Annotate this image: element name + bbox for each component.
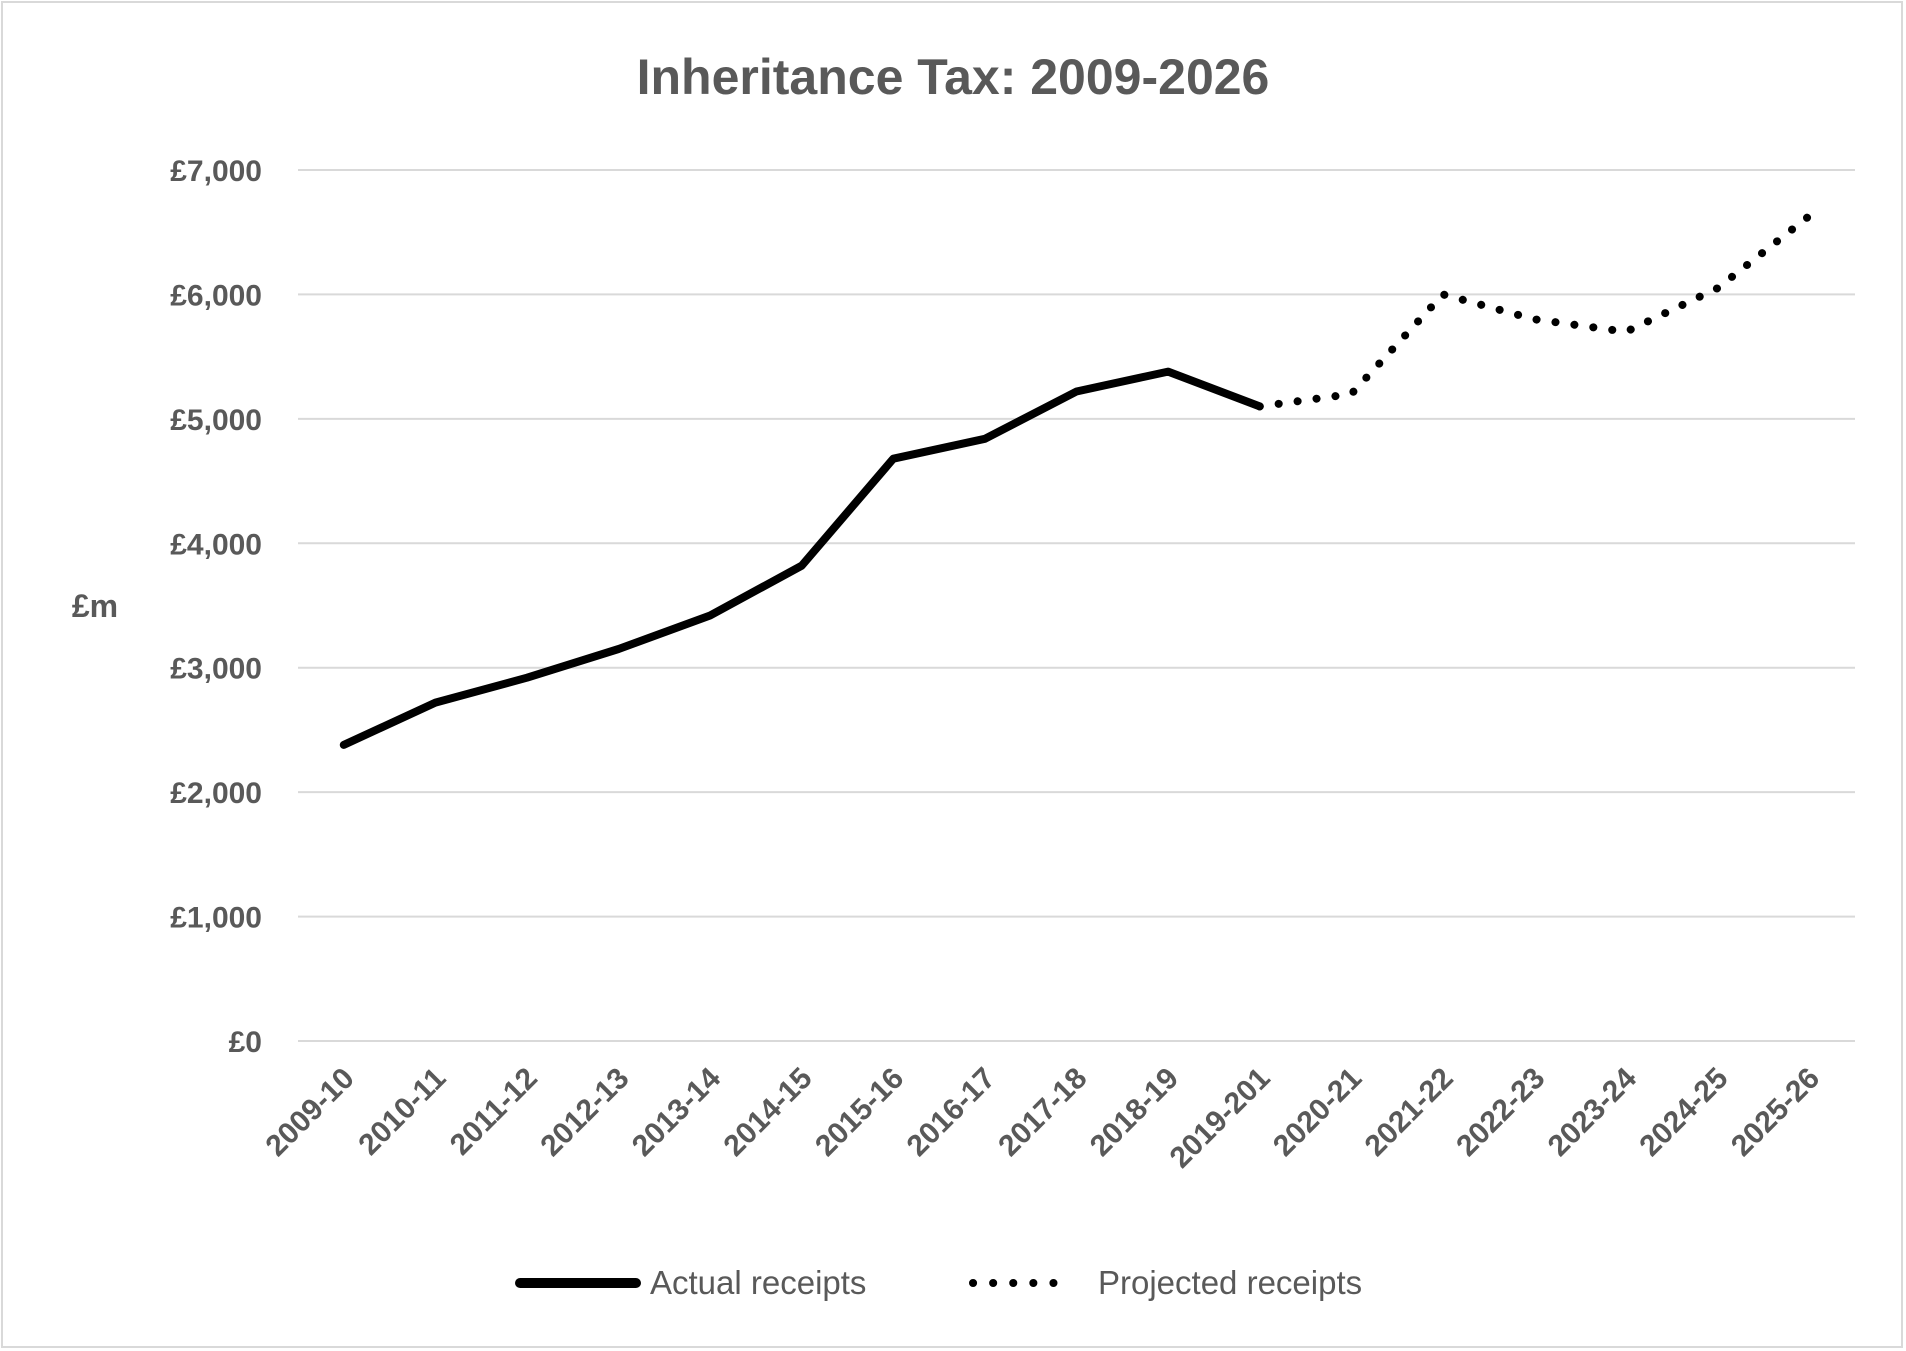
x-tick-label: 2016-17 [901, 1062, 1002, 1163]
x-tick-label: 2017-18 [992, 1062, 1093, 1163]
x-tick-label: 2021-22 [1359, 1062, 1460, 1163]
x-tick-label: 2015-16 [809, 1062, 910, 1163]
projected-receipts-line [1255, 212, 1814, 411]
y-tick-label: £5,000 [170, 404, 262, 437]
y-axis-ticks: £0 £1,000 £2,000 £3,000 £4,000 £5,000 £6,000 £7… [170, 155, 262, 1059]
x-tick-label: 2023-24 [1542, 1061, 1643, 1162]
x-tick-label: 2012-13 [534, 1062, 635, 1163]
x-tick-label: 2014-15 [717, 1062, 818, 1163]
legend: Actual receipts Projected receipts [515, 1264, 1362, 1301]
x-tick-label: 2020-21 [1267, 1062, 1368, 1163]
y-tick-label: £7,000 [170, 155, 262, 188]
y-tick-label: £0 [229, 1026, 262, 1059]
y-tick-label: £2,000 [170, 777, 262, 810]
y-tick-label: £3,000 [170, 653, 262, 686]
x-axis-ticks: 2009-102010-112011-122012-132013-142014-… [260, 1061, 1827, 1174]
x-tick-label: 2010-11 [352, 1062, 452, 1162]
x-tick-label: 2024-25 [1633, 1062, 1734, 1163]
actual-receipts-line [339, 367, 1264, 749]
chart-title: Inheritance Tax: 2009-2026 [637, 49, 1270, 105]
x-tick-label: 2022-23 [1450, 1062, 1551, 1163]
y-axis-label: £m [72, 588, 118, 624]
y-tick-label: £4,000 [170, 528, 262, 561]
x-tick-label: 2013-14 [626, 1061, 727, 1162]
series-lines [339, 212, 1814, 749]
legend-actual-label: Actual receipts [650, 1264, 866, 1301]
y-tick-label: £6,000 [170, 279, 262, 312]
x-tick-label: 2009-10 [260, 1062, 361, 1163]
gridlines [298, 169, 1855, 1042]
legend-projected-label: Projected receipts [1098, 1264, 1362, 1301]
x-tick-label: 2019-201 [1164, 1062, 1277, 1175]
x-tick-label: 2011-12 [444, 1062, 544, 1162]
y-tick-label: £1,000 [170, 902, 262, 935]
x-tick-label: 2025-26 [1725, 1062, 1826, 1163]
